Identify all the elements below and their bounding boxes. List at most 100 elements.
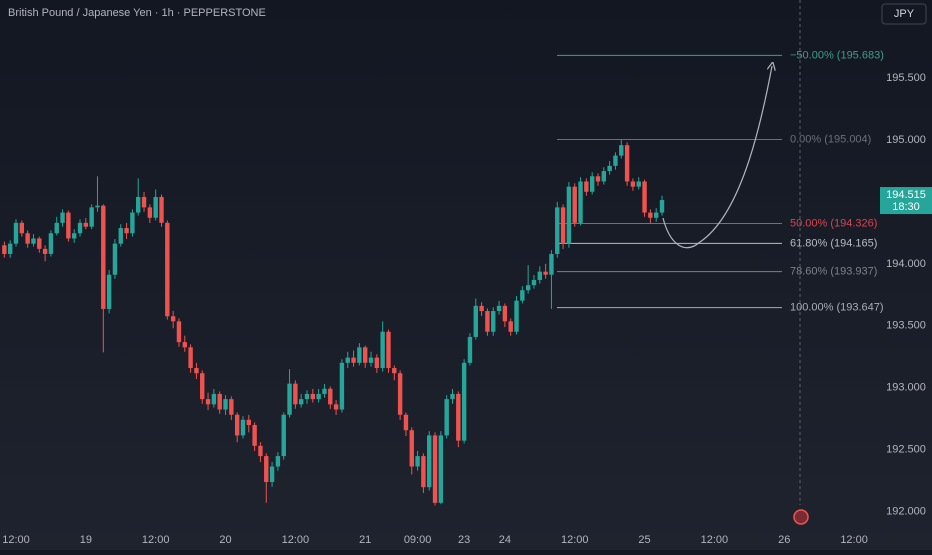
chart-title: British Pound / Japanese Yen · 1h · PEPP…: [8, 7, 266, 19]
candle-body: [624, 145, 630, 182]
candle-body: [2, 245, 7, 254]
candle-body: [386, 331, 391, 369]
candle-body: [473, 305, 478, 337]
candle-body: [229, 399, 234, 415]
candle-body: [54, 222, 59, 234]
candle-body: [648, 212, 653, 218]
fib-level-label: 78.60% (193.937): [790, 266, 877, 278]
candle-body: [19, 222, 25, 234]
candle-body: [264, 456, 269, 482]
candle-body: [351, 357, 356, 363]
candle-body: [520, 290, 525, 301]
candle-body: [345, 357, 350, 363]
candle-body: [136, 196, 141, 213]
candle-body: [508, 321, 513, 332]
candle-body: [357, 347, 362, 363]
candle-body: [374, 357, 380, 369]
last-price-label: 194.515: [886, 189, 926, 201]
candle-body: [269, 466, 275, 482]
projection-arrow: [662, 66, 772, 249]
candle-body: [170, 316, 176, 322]
candle-body: [461, 362, 467, 441]
candle-body: [7, 243, 13, 254]
candle-body: [293, 383, 298, 405]
candle-body: [287, 383, 292, 415]
candle-body: [479, 305, 484, 312]
candle-body: [572, 186, 577, 223]
candle-body: [147, 207, 153, 218]
candle-body: [101, 205, 106, 309]
candle-body: [304, 393, 310, 400]
candle-body: [60, 212, 65, 223]
candle-body: [496, 305, 502, 312]
candle-body: [234, 414, 240, 436]
candle-body: [403, 414, 409, 431]
candle-body: [194, 368, 199, 374]
candle-body: [595, 176, 601, 182]
y-tick-label: 193.000: [886, 382, 926, 394]
candle-body: [72, 233, 77, 239]
candle-body: [432, 435, 438, 503]
x-tick-label: 09:00: [404, 534, 432, 546]
candle-body: [159, 196, 164, 223]
candle-body: [281, 414, 286, 457]
candle-body: [217, 393, 222, 410]
last-price-box: [880, 187, 932, 215]
candle-body: [223, 399, 228, 410]
fib-level-label: 61.80% (194.165): [790, 237, 877, 249]
candle-body: [124, 228, 129, 234]
fib-level-label: 100.00% (193.647): [790, 301, 884, 313]
candle-body: [310, 393, 316, 400]
candle-body: [316, 393, 321, 400]
x-tick-label: 12:00: [701, 534, 729, 546]
candle-body: [176, 321, 182, 343]
candle-body: [83, 222, 89, 227]
candle-body: [636, 181, 641, 187]
candle-body: [380, 331, 385, 369]
x-tick-label: 21: [359, 534, 371, 546]
candle-body: [363, 347, 368, 363]
candle-body: [200, 373, 205, 400]
candle-body: [485, 311, 490, 332]
candle-body: [613, 155, 618, 166]
candle-body: [333, 404, 339, 410]
x-tick-label: 20: [219, 534, 231, 546]
candle-body: [66, 212, 71, 239]
candle-body: [31, 238, 36, 244]
candle-body: [589, 176, 595, 192]
candle-body: [467, 336, 473, 363]
candle-body: [25, 233, 30, 244]
candle-body: [619, 145, 624, 156]
x-tick-label: 25: [638, 534, 650, 546]
candle-body: [549, 253, 554, 275]
candle-body: [531, 279, 537, 286]
y-tick-label: 193.500: [886, 320, 926, 332]
candle-body: [392, 368, 397, 374]
candle-body: [502, 305, 508, 322]
x-tick-label: 12:00: [840, 534, 868, 546]
candle-body: [328, 388, 333, 405]
candle-body: [130, 212, 135, 234]
candle-body: [450, 393, 455, 400]
x-tick-label: 23: [458, 534, 470, 546]
candle-body: [182, 342, 187, 348]
candle-body: [578, 181, 583, 223]
y-tick-label: 195.000: [886, 134, 926, 146]
candle-body: [409, 430, 414, 467]
candle-body: [48, 233, 54, 254]
event-icon: [793, 509, 809, 525]
candle-body: [438, 435, 444, 503]
candle-body: [13, 222, 19, 244]
countdown-label: 18:30: [892, 201, 920, 213]
candle-body: [543, 271, 548, 275]
currency-label[interactable]: JPY: [894, 8, 915, 20]
candle-body: [95, 205, 100, 208]
candle-body: [42, 248, 48, 254]
currency-button[interactable]: [881, 3, 927, 25]
candle-body: [514, 300, 519, 332]
candle-body: [246, 419, 251, 426]
y-tick-label: 195.500: [886, 72, 926, 84]
